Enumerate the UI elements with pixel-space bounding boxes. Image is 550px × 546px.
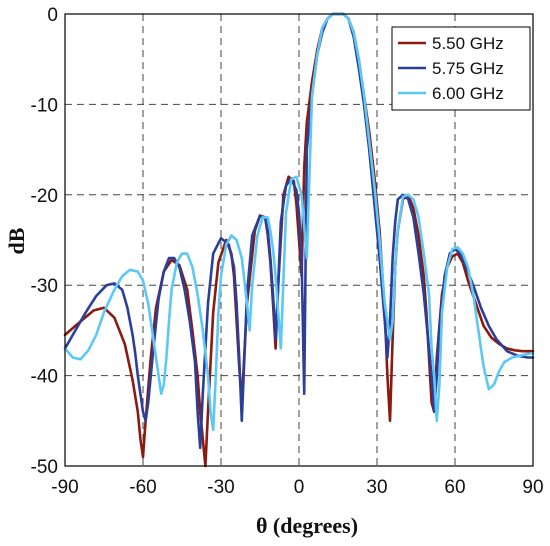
x-tick-label: -90: [51, 477, 78, 498]
legend: 5.50 GHz 5.75 GHz 6.00 GHz: [391, 26, 531, 111]
x-tick-label: -60: [129, 477, 156, 498]
y-tick-label: 0: [47, 5, 58, 26]
legend-label-0: 5.50 GHz: [432, 34, 504, 53]
y-tick-labels: 0 -10 -20 -30 -40 -50: [31, 5, 58, 478]
plot-frame: [64, 13, 534, 467]
series-layer: [63, 12, 535, 468]
y-tick-label: -50: [31, 457, 58, 478]
x-tick-label: -30: [207, 477, 234, 498]
y-tick-label: -10: [31, 95, 58, 116]
series-line-1: [63, 12, 535, 450]
x-axis-label: θ (degrees): [256, 513, 358, 538]
x-tick-label: 0: [294, 477, 305, 498]
x-tick-label: 90: [522, 477, 543, 498]
x-tick-label: 30: [366, 477, 387, 498]
y-tick-label: -40: [31, 367, 58, 388]
y-tick-label: -30: [31, 276, 58, 297]
x-tick-labels: -90 -60 -30 0 30 60 90: [51, 477, 543, 498]
y-axis-label: dB: [4, 227, 29, 254]
legend-label-2: 6.00 GHz: [432, 84, 504, 103]
legend-label-1: 5.75 GHz: [432, 59, 504, 78]
series-line-2: [63, 12, 535, 432]
y-tick-label: -20: [31, 186, 58, 207]
x-tick-label: 60: [444, 477, 465, 498]
